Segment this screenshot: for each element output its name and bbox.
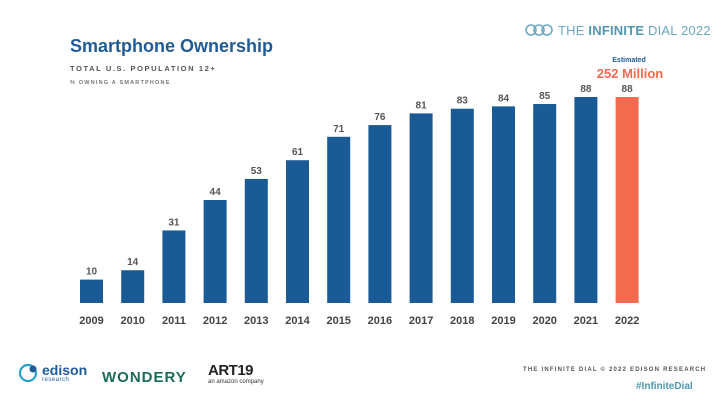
edison-wordmark: edison (42, 362, 88, 378)
x-tick-2011: 2011 (162, 315, 186, 327)
bar-2014 (286, 160, 309, 303)
x-tick-2021: 2021 (574, 315, 598, 327)
bar-2015 (327, 136, 351, 303)
data-label-2009: 10 (86, 267, 98, 278)
x-tick-2012: 2012 (203, 315, 227, 327)
bar-2013 (244, 178, 268, 303)
chart-subtitle: TOTAL U.S. POPULATION 12+ (70, 64, 217, 73)
x-tick-2018: 2018 (450, 315, 474, 327)
edison-swirl-icon (18, 363, 38, 383)
data-label-2011: 31 (168, 217, 180, 228)
chart-subnote: % OWNING A SMARTPHONE (70, 80, 171, 86)
x-tick-2019: 2019 (491, 315, 515, 327)
art19-wordmark: ART19 (208, 362, 254, 379)
bar-2009 (80, 279, 103, 303)
data-label-2015: 71 (333, 124, 345, 135)
bar-2016 (368, 125, 392, 303)
data-label-2021: 88 (580, 84, 592, 95)
art19-subtext: an amazon company (208, 379, 264, 385)
bar-2011 (162, 230, 186, 303)
data-label-2019: 84 (498, 93, 510, 104)
wondery-logo: WONDERY (102, 369, 187, 386)
data-label-2013: 53 (251, 166, 263, 177)
data-label-2012: 44 (210, 187, 222, 198)
data-label-2014: 61 (292, 147, 304, 158)
edison-research-logo: edison research (18, 361, 87, 385)
x-tick-2015: 2015 (326, 315, 350, 327)
data-label-2020: 85 (539, 91, 551, 102)
bar-2019 (492, 106, 515, 303)
bar-2018 (450, 108, 474, 303)
data-label-2018: 83 (457, 96, 469, 107)
bar-2021 (574, 97, 598, 303)
x-tick-2017: 2017 (409, 315, 433, 327)
edison-subtext: research (42, 377, 70, 383)
art19-logo: ART19 an amazon company (208, 363, 264, 385)
bar-2022 (615, 97, 639, 303)
chart-title: Smartphone Ownership (70, 36, 274, 56)
footer-hashtag[interactable]: #InfiniteDial (636, 381, 693, 392)
bar-2020 (533, 104, 557, 303)
x-tick-2020: 2020 (532, 315, 556, 327)
footer-credit: THE INFINITE DIAL © 2022 EDISON RESEARCH (523, 367, 707, 373)
x-tick-2010: 2010 (120, 315, 144, 327)
data-label-2022: 88 (622, 84, 634, 95)
x-tick-2014: 2014 (285, 315, 310, 327)
bar-2010 (121, 270, 145, 303)
data-label-2017: 81 (416, 100, 428, 111)
x-tick-2022: 2022 (615, 315, 639, 327)
bar-2017 (409, 113, 433, 304)
bar-2012 (203, 200, 227, 303)
x-tick-2009: 2009 (79, 315, 103, 327)
infinite-dial-brand: THE INFINITE DIAL 2022 (525, 22, 711, 38)
estimate-value: 252 Million (596, 66, 664, 81)
estimate-label: Estimated (612, 57, 646, 64)
infinity-rings-icon (525, 24, 553, 36)
data-label-2016: 76 (374, 112, 386, 123)
x-tick-2013: 2013 (244, 315, 268, 327)
x-tick-2016: 2016 (368, 315, 392, 327)
data-label-2010: 14 (127, 257, 139, 268)
brand-text: THE INFINITE DIAL 2022 (558, 22, 711, 38)
